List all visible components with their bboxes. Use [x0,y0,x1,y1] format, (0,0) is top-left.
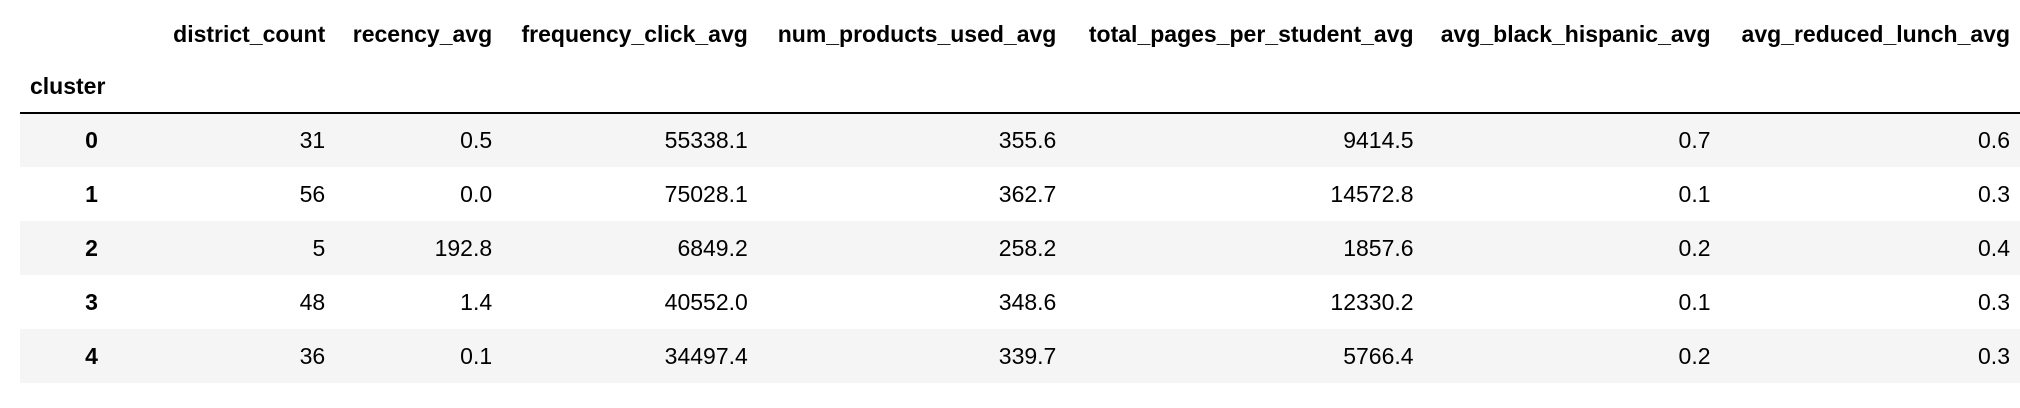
table-cell: 40552.0 [664,288,748,315]
table-row: 0 31 0.5 55338.1 355.6 9414.5 0.7 0.6 [20,113,2020,167]
table-cell: 55338.1 [664,127,748,153]
table-cell: 0.1 [460,342,493,369]
column-header: recency_avg [352,20,493,47]
column-header: frequency_click_avg [521,20,748,47]
table-cell: 5766.4 [1343,342,1414,369]
table-cell: 0.2 [1678,342,1711,369]
table-cell: 0.0 [460,180,493,207]
table-cell: 0.7 [1678,127,1711,153]
header-blank-cell [20,8,163,60]
index-name: cluster [30,72,106,99]
table-cell: 6849.2 [677,234,748,261]
table-cell: 14572.8 [1330,180,1414,207]
table-cell: 0.1 [1678,288,1711,315]
table-cell: 1857.6 [1343,234,1414,261]
table-cell: 5 [312,234,326,261]
table-cell: 9414.5 [1343,127,1414,153]
table-cell: 0.4 [1978,234,2010,261]
table-cell: 12330.2 [1330,288,1414,315]
table-cell: 0.3 [1978,342,2010,369]
table-cell: 56 [299,180,326,207]
row-index: 3 [85,288,98,315]
table-cell: 339.7 [998,342,1057,369]
table-cell: 192.8 [434,234,493,261]
column-header-row: district_count recency_avg frequency_cli… [20,8,2020,60]
table-row: 1 56 0.0 75028.1 362.7 14572.8 0.1 0.3 [20,167,2020,221]
table-cell: 0.5 [460,127,493,153]
table-cell: 258.2 [998,234,1057,261]
row-index: 4 [85,342,98,369]
table-row: 3 48 1.4 40552.0 348.6 12330.2 0.1 0.3 [20,275,2020,329]
dataframe-table: district_count recency_avg frequency_cli… [20,8,2020,383]
column-header: avg_reduced_lunch_avg [1741,20,2010,47]
column-header: num_products_used_avg [777,20,1057,47]
table-cell: 0.3 [1978,180,2010,207]
column-header: district_count [173,20,326,47]
table-cell: 0.6 [1978,127,2010,153]
table-cell: 0.2 [1678,234,1711,261]
table-cell: 348.6 [998,288,1057,315]
table-cell: 0.3 [1978,288,2010,315]
table-row: 4 36 0.1 34497.4 339.7 5766.4 0.2 0.3 [20,329,2020,383]
table-cell: 0.1 [1678,180,1711,207]
table-cell: 36 [299,342,326,369]
table-cell: 75028.1 [664,180,748,207]
column-header: avg_black_hispanic_avg [1440,20,1711,47]
index-name-row: cluster [20,60,2020,113]
table-cell: 362.7 [998,180,1057,207]
table-cell: 1.4 [460,288,493,315]
table-row: 2 5 192.8 6849.2 258.2 1857.6 0.2 0.4 [20,221,2020,275]
row-index: 0 [85,127,98,153]
table-cell: 48 [299,288,326,315]
table-cell: 34497.4 [664,342,748,369]
table-cell: 355.6 [998,127,1057,153]
row-index: 2 [85,234,98,261]
table-cell: 31 [299,127,326,153]
column-header: total_pages_per_student_avg [1088,20,1414,47]
row-index: 1 [85,180,98,207]
